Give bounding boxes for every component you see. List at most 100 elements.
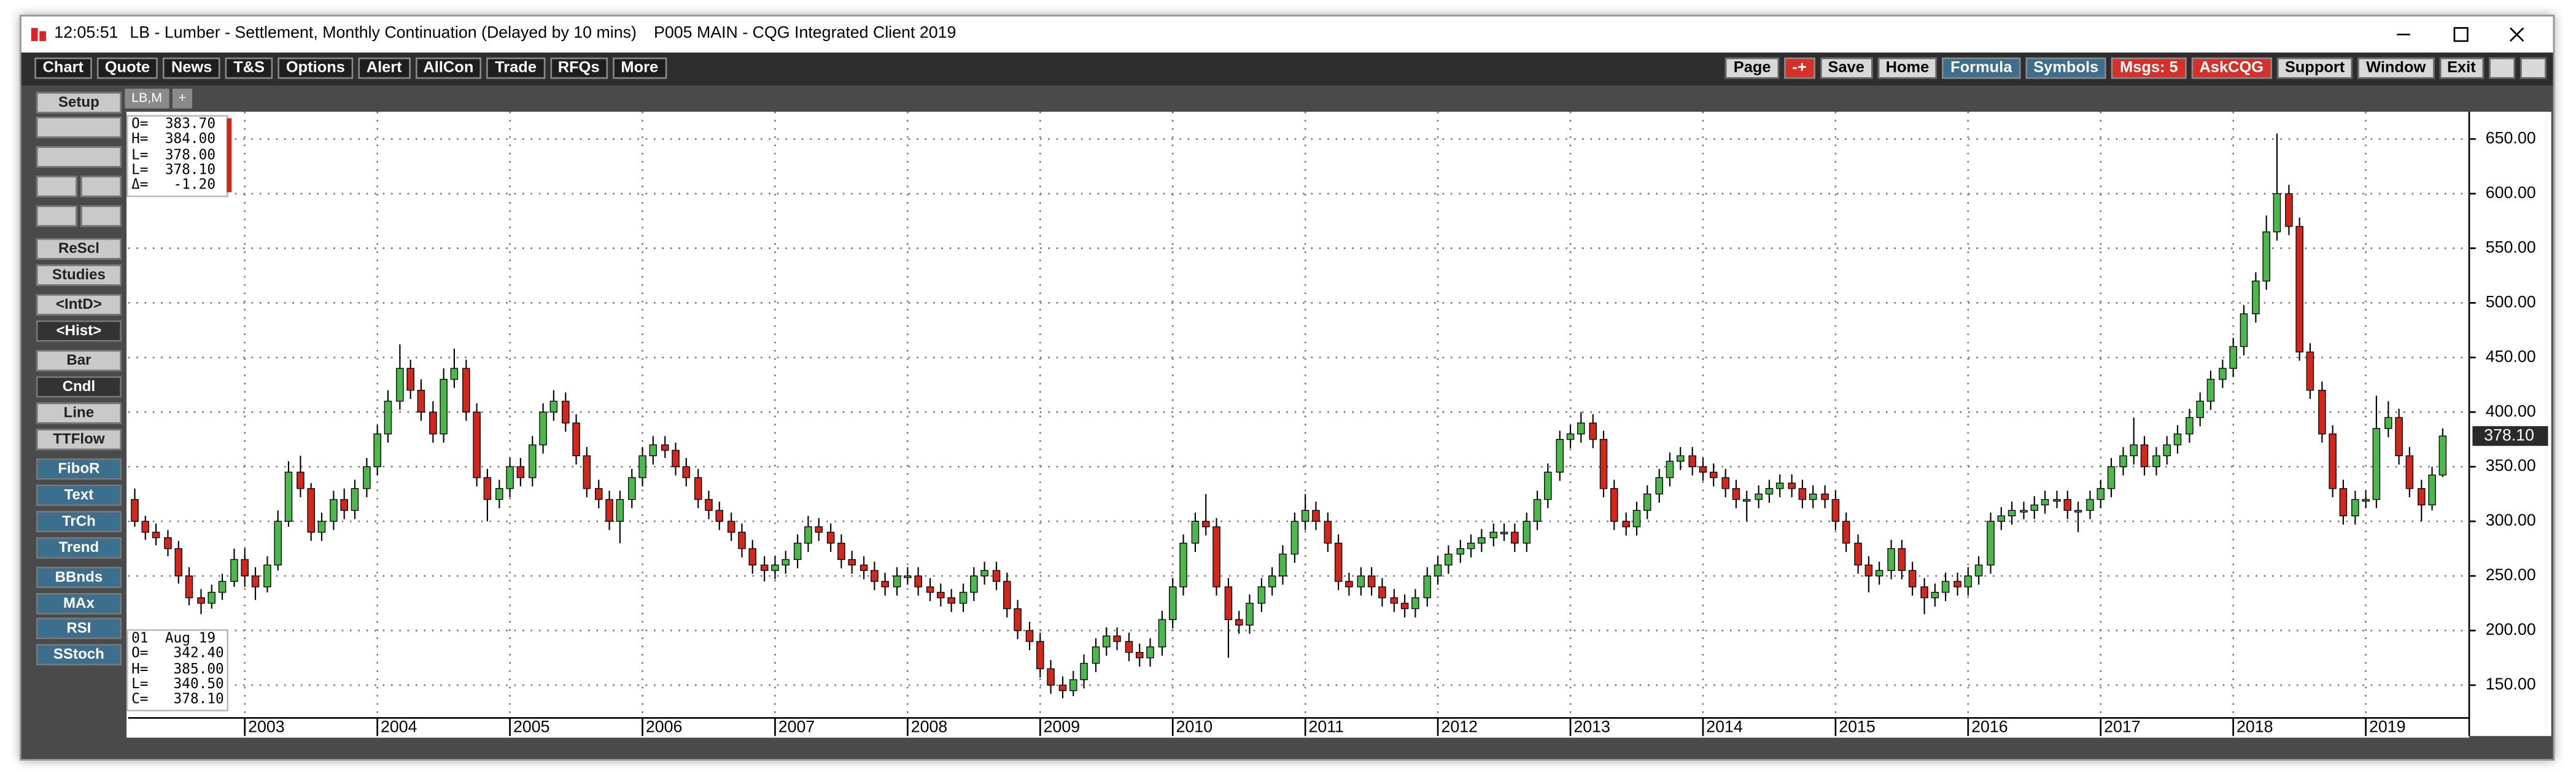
toolbar-button[interactable]: Quote: [96, 57, 158, 79]
x-tick-label: 2006: [646, 718, 683, 736]
toolbar-button[interactable]: Symbols: [2025, 57, 2107, 79]
print-button[interactable]: [36, 116, 122, 138]
toolbar-button[interactable]: Page: [1725, 57, 1779, 79]
icon-button[interactable]: [80, 205, 122, 227]
candle-body: [2240, 313, 2248, 347]
candle-body: [1941, 581, 1950, 593]
candle-body: [1201, 521, 1210, 527]
candle-body: [2186, 417, 2194, 435]
candle-body: [859, 564, 868, 571]
candle-body: [141, 521, 150, 533]
sidebar-button[interactable]: Bar: [36, 349, 122, 371]
candle-body: [1842, 521, 1850, 544]
toolbar: Chart Quote News T&S Options Alert AllCon Trade…: [21, 52, 2553, 86]
candle-body: [1290, 521, 1299, 555]
candle-body: [1997, 515, 2006, 522]
toolbar-button[interactable]: Chart: [34, 57, 92, 79]
tab[interactable]: +: [172, 88, 193, 109]
candle-body: [495, 488, 503, 500]
candle-body: [748, 548, 756, 565]
toolbar-button[interactable]: T&S: [225, 57, 273, 79]
candle-body: [1556, 439, 1564, 473]
close-pane-button[interactable]: [2520, 57, 2547, 79]
toolbar-button[interactable]: -+: [1784, 57, 1815, 79]
candle-body: [251, 575, 260, 588]
sidebar-button[interactable]: SStoch: [36, 643, 122, 665]
icon-button[interactable]: [80, 176, 122, 198]
toolbar-button[interactable]: Window: [2357, 57, 2434, 79]
sidebar-button[interactable]: Studies: [36, 264, 122, 286]
candle-body: [605, 499, 613, 522]
toolbar-button[interactable]: Alert: [358, 57, 411, 79]
candle-body: [2152, 455, 2160, 467]
candle-body: [483, 477, 492, 500]
info-line: L= 378.10: [131, 162, 216, 179]
y-tick-label: 450.00: [2486, 347, 2536, 365]
candle-body: [2418, 488, 2426, 506]
toolbar-button[interactable]: Home: [1877, 57, 1938, 79]
candle-body: [2063, 499, 2072, 511]
info-line: C= 378.10: [131, 692, 224, 708]
icon-button[interactable]: [36, 176, 77, 198]
candle-body: [373, 433, 381, 467]
sidebar-button[interactable]: TTFlow: [36, 429, 122, 451]
candle-body: [1632, 510, 1641, 527]
toolbar-button[interactable]: Options: [277, 57, 354, 79]
sidebar-button[interactable]: <IntD>: [36, 294, 122, 316]
candle-body: [583, 455, 591, 489]
candle-body: [1688, 455, 1696, 467]
toolbar-button[interactable]: Support: [2276, 57, 2353, 79]
chart: 150.00 200.00 250.00 300.00 350.00 400.00 450.…: [126, 111, 2551, 738]
toolbar-button[interactable]: Exit: [2438, 57, 2485, 79]
toolbar-button[interactable]: Save: [1820, 57, 1873, 79]
candle-body: [1775, 483, 1784, 489]
toolbar-button[interactable]: RFQs: [549, 57, 608, 79]
tab[interactable]: LB,M: [125, 88, 169, 109]
candle-body: [2119, 455, 2127, 467]
toolbar-button[interactable]: Msgs: 5: [2111, 57, 2187, 79]
sidebar-button[interactable]: Trend: [36, 537, 122, 559]
sidebar-button[interactable]: MAx: [36, 593, 122, 615]
candle-body: [649, 444, 658, 457]
candle-body: [1599, 439, 1608, 489]
sidebar-button[interactable]: BBnds: [36, 567, 122, 589]
candle-body: [1931, 592, 1939, 599]
candle-body: [429, 411, 437, 435]
sidebar-button[interactable]: FiboR: [36, 458, 122, 480]
candle-body: [1357, 575, 1365, 588]
candle-body: [815, 526, 823, 533]
toolbar-button[interactable]: More: [613, 57, 667, 79]
candle-body: [263, 564, 271, 588]
candle-body: [661, 444, 669, 451]
icon-button[interactable]: [36, 205, 77, 227]
candle-body: [1765, 488, 1774, 495]
candle-body: [1345, 581, 1353, 588]
toolbar-left: Chart Quote News T&S Options Alert AllCon Trade…: [34, 57, 667, 79]
toolbar-button[interactable]: News: [163, 57, 220, 79]
candle-body: [1953, 581, 1961, 588]
sidebar-button[interactable]: TrCh: [36, 511, 122, 533]
sidebar-button[interactable]: Line: [36, 402, 122, 424]
x-tick-label: 2003: [248, 718, 285, 736]
restore-button[interactable]: [2489, 57, 2515, 79]
toolbar-button[interactable]: AskCQG: [2191, 57, 2272, 79]
toolbar-button[interactable]: Trade: [486, 57, 545, 79]
candle-body: [549, 400, 558, 413]
sidebar-button[interactable]: ReScl: [36, 238, 122, 260]
candle-body: [2295, 226, 2303, 353]
sidebar-button[interactable]: <Hist>: [36, 320, 122, 342]
sidebar-button[interactable]: Text: [36, 484, 122, 506]
icon-button[interactable]: [36, 146, 122, 168]
sidebar-button[interactable]: Cndl: [36, 376, 122, 398]
toolbar-button[interactable]: AllCon: [415, 57, 482, 79]
candle-body: [2041, 499, 2049, 506]
sidebar-button[interactable]: RSI: [36, 618, 122, 639]
candle-body: [164, 537, 172, 549]
candle-body: [2086, 499, 2094, 511]
candle-body: [1655, 477, 1663, 495]
window-controls[interactable]: [2387, 17, 2551, 53]
sidebar-button[interactable]: Setup: [36, 91, 122, 114]
toolbar-button[interactable]: Formula: [1942, 57, 2020, 79]
x-tick-label: 2010: [1176, 718, 1213, 736]
